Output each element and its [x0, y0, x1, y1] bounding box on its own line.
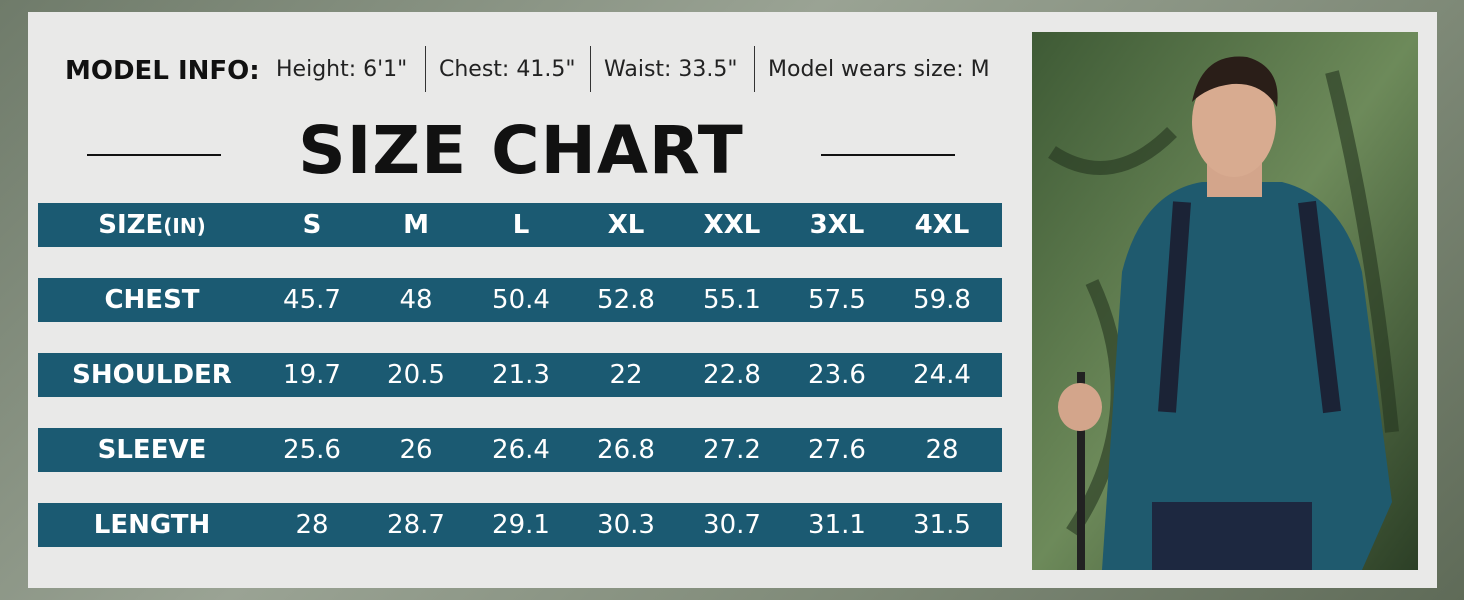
- measurement: 31.5: [913, 510, 971, 540]
- model-info-item: Chest: 41.5": [439, 57, 576, 82]
- measurement: 30.7: [703, 510, 761, 540]
- measurement: 57.5: [808, 285, 866, 315]
- measurement: 30.3: [597, 510, 655, 540]
- measurement: 55.1: [703, 285, 761, 315]
- model-info-label: MODEL INFO:: [65, 56, 260, 86]
- separator: [590, 46, 591, 92]
- separator: [425, 46, 426, 92]
- measurement: 27.2: [703, 435, 761, 465]
- model-photo: [1032, 32, 1418, 570]
- measurement: 23.6: [808, 360, 866, 390]
- model-info-item: Height: 6'1": [276, 57, 408, 82]
- measurement: 24.4: [913, 360, 971, 390]
- size-header: 4XL: [914, 210, 970, 240]
- size-header: M: [403, 210, 429, 240]
- measurement: 19.7: [283, 360, 341, 390]
- measurement: 22: [609, 360, 643, 390]
- measurement: 50.4: [492, 285, 550, 315]
- header-unit: (IN): [163, 214, 206, 238]
- size-header: XL: [607, 210, 645, 240]
- header-label: SIZE(IN): [52, 203, 252, 248]
- measurement: 28: [295, 510, 329, 540]
- measurement: 31.1: [808, 510, 866, 540]
- title: SIZE CHART: [298, 112, 744, 189]
- header-bar: [38, 203, 1002, 247]
- measurement: 26.8: [597, 435, 655, 465]
- row-label: LENGTH: [93, 510, 211, 540]
- measurement: 25.6: [283, 435, 341, 465]
- size-header: XXL: [703, 210, 761, 240]
- model-info-item: Waist: 33.5": [604, 57, 738, 82]
- row-bar: [38, 503, 1002, 547]
- model-info-item: Model wears size: M: [768, 57, 990, 82]
- measurement: 45.7: [283, 285, 341, 315]
- title-rule: [87, 154, 221, 156]
- measurement: 20.5: [387, 360, 445, 390]
- row-bar: [38, 353, 1002, 397]
- row-bar: [38, 278, 1002, 322]
- size-header: 3XL: [809, 210, 865, 240]
- measurement: 26.4: [492, 435, 550, 465]
- title-rule: [821, 154, 955, 156]
- header-text: SIZE: [98, 210, 164, 240]
- row-bar: [38, 428, 1002, 472]
- size-header: S: [302, 210, 322, 240]
- measurement: 28.7: [387, 510, 445, 540]
- measurement: 48: [399, 285, 433, 315]
- size-header: L: [512, 210, 530, 240]
- measurement: 52.8: [597, 285, 655, 315]
- measurement: 59.8: [913, 285, 971, 315]
- measurement: 26: [399, 435, 433, 465]
- measurement: 28: [925, 435, 959, 465]
- separator: [754, 46, 755, 92]
- row-label: SLEEVE: [97, 435, 207, 465]
- row-label: CHEST: [104, 285, 200, 315]
- measurement: 29.1: [492, 510, 550, 540]
- measurement: 21.3: [492, 360, 550, 390]
- measurement: 22.8: [703, 360, 761, 390]
- row-label: SHOULDER: [72, 360, 232, 390]
- measurement: 27.6: [808, 435, 866, 465]
